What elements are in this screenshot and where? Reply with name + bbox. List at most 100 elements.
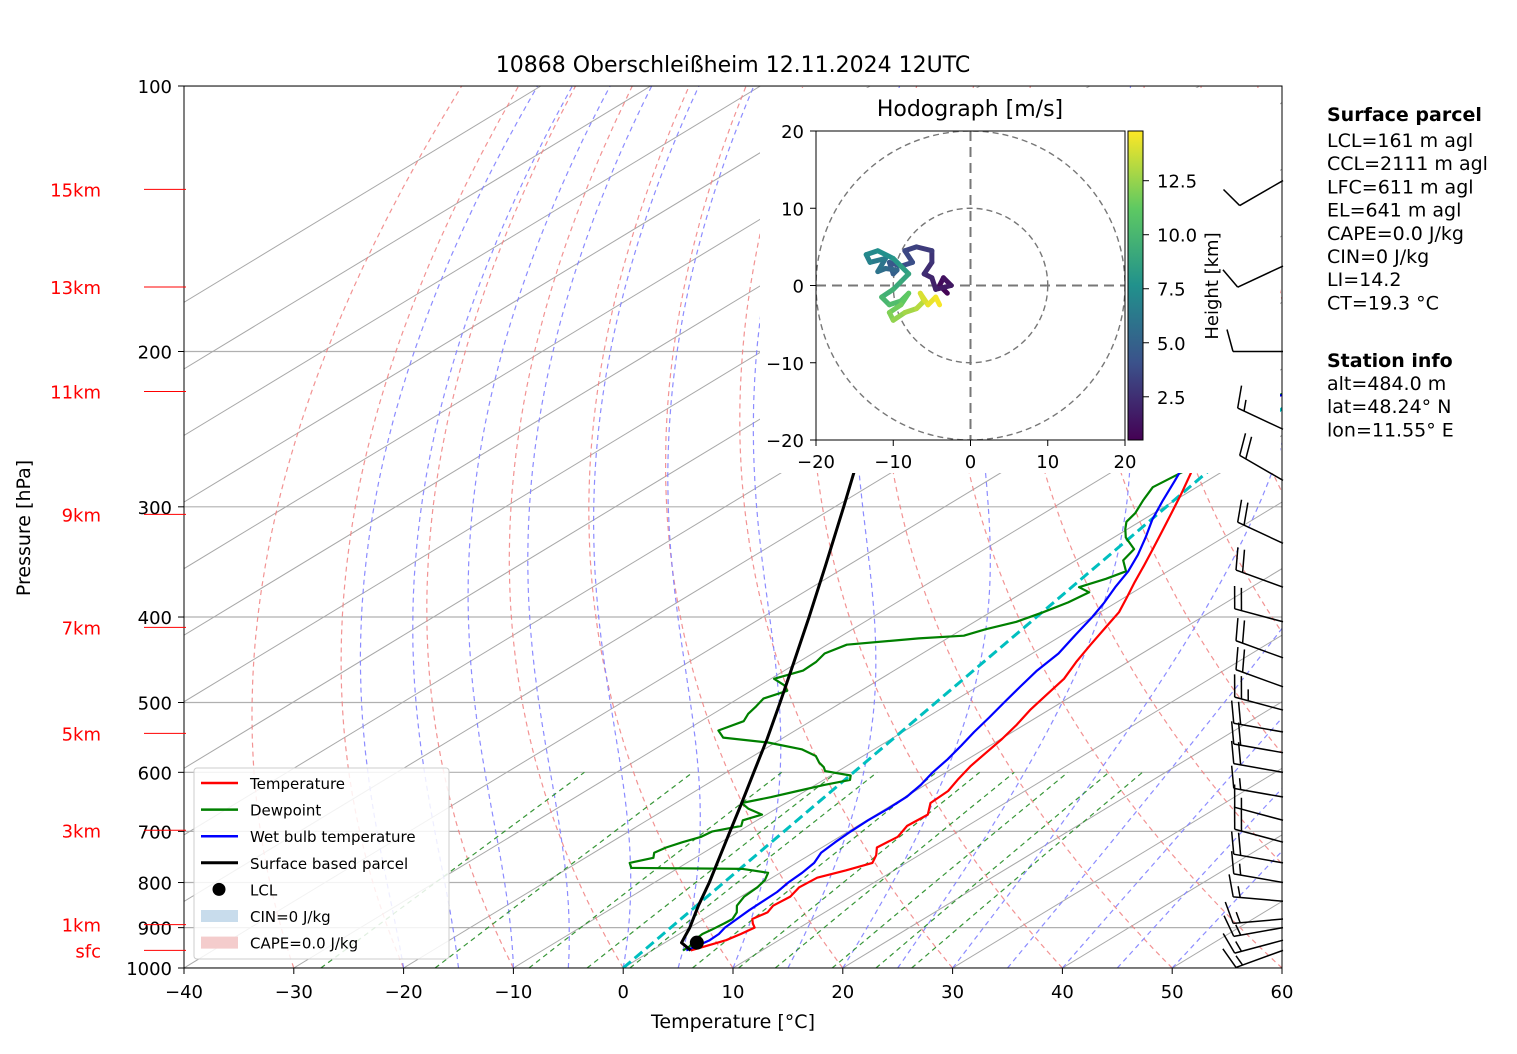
hodograph-y-tick-label: 10 [781, 199, 804, 220]
legend-swatch-patch [201, 936, 238, 949]
wind-barb-half-flag [1235, 955, 1244, 966]
isotherm-line [184, 86, 651, 370]
wind-barb-flag [1236, 499, 1243, 523]
wind-barb-staff [1234, 828, 1284, 843]
wind-barb-staff [1235, 640, 1284, 659]
height-label: 1km [62, 916, 101, 937]
station-info-line: lat=48.24° N [1327, 396, 1451, 418]
wind-barb-staff [1234, 939, 1284, 954]
dry-adiabat-line [664, 86, 844, 968]
wind-barb-staff [1233, 873, 1284, 884]
x-axis-label: Temperature [°C] [650, 1011, 815, 1033]
wind-barb-staff [1233, 787, 1284, 798]
legend: Temperature Dewpoint Wet bulb temperature S… [193, 767, 450, 960]
hodograph-segment [933, 283, 954, 292]
hodograph-background [760, 88, 1280, 473]
wind-barb-half-flag [1238, 863, 1242, 876]
height-label: 9km [62, 505, 101, 526]
x-tick-label: 20 [831, 982, 854, 1003]
y-tick-label: 700 [138, 822, 172, 843]
mixing-ratio-line [875, 771, 1110, 968]
wind-barb-flag [1222, 188, 1241, 207]
wind-barb-staff [1239, 179, 1284, 207]
wind-barb-staff [1233, 762, 1284, 774]
moist-adiabat-line [787, 86, 901, 968]
wind-barb-flag [1223, 915, 1235, 937]
wind-barb-flag [1237, 742, 1242, 765]
wind-barb-flag [1237, 832, 1242, 856]
y-tick-label: 400 [138, 608, 172, 629]
hodograph-y-tick-label: 20 [781, 122, 804, 143]
hodograph-inset: Hodograph [m/s] −20 −10 0 10 20 20 10 0 −10 −20 2… [760, 88, 1280, 473]
isotherm-line [184, 86, 981, 570]
wind-barb-staff [1234, 806, 1284, 821]
station-info-line: lon=11.55° E [1327, 419, 1454, 441]
y-tick-label: 500 [138, 693, 172, 714]
wind-barb-staff [1235, 949, 1284, 969]
wind-barb-staff [1235, 669, 1284, 688]
x-tick-label: −40 [165, 982, 203, 1003]
wind-barb-half-flag [1235, 911, 1241, 924]
wind-barb-flag [1222, 269, 1239, 288]
x-tick-label: 10 [722, 982, 745, 1003]
ccl-line [622, 406, 1282, 968]
dry-adiabat-line [508, 86, 633, 968]
height-label: 11km [50, 382, 101, 403]
wind-barb-flag [1230, 700, 1235, 724]
mixing-ratio-line [911, 771, 1143, 968]
hodograph-x-tick-label: 10 [1036, 452, 1059, 473]
legend-label: Temperature [249, 775, 345, 793]
surface-parcel-heading: Surface parcel [1327, 104, 1482, 126]
hodograph-x-tick-label: −10 [874, 452, 912, 473]
x-tick-label: −10 [494, 982, 532, 1003]
moist-adiabat-line [1171, 850, 1282, 968]
x-tick-label: −30 [275, 982, 313, 1003]
wind-barb-staff [1233, 926, 1284, 938]
x-tick-label: 0 [617, 982, 628, 1003]
moist-adiabat-line [842, 86, 1002, 968]
dry-adiabat-line [739, 86, 954, 968]
height-label: 7km [62, 618, 101, 639]
mixing-ratio-line [738, 771, 981, 968]
colorbar-tick-label: 5.0 [1157, 334, 1186, 355]
y-tick-label: 900 [138, 919, 172, 940]
height-label: 15km [50, 180, 101, 201]
wind-barb-half-flag [1238, 778, 1242, 790]
hodograph-axes: −20 −10 0 10 20 20 10 0 −10 −20 [766, 122, 1136, 473]
legend-box [193, 767, 450, 960]
x-tick-label: 40 [1051, 982, 1074, 1003]
isotherm-line [184, 86, 871, 503]
hodograph-clip-group [816, 131, 1125, 440]
colorbar-tick-label: 12.5 [1157, 172, 1197, 193]
moist-adiabat-line [592, 86, 700, 968]
moist-adiabat-line [1061, 717, 1282, 968]
hodograph-segment [913, 244, 935, 254]
legend-label: Surface based parcel [250, 855, 408, 873]
hodograph-plot [816, 131, 1125, 440]
wind-barbs [1222, 179, 1284, 969]
colorbar-ticks: 2.5 5.0 7.5 10.0 12.5 [1143, 172, 1197, 409]
legend-label: CAPE=0.0 J/kg [250, 935, 358, 953]
legend-swatch-dot [212, 882, 226, 896]
wind-barb-staff [1237, 407, 1284, 430]
wind-barb-flag [1238, 433, 1247, 456]
surface-parcel-line: LFC=611 m agl [1327, 176, 1474, 198]
wind-barb-flag [1230, 831, 1235, 855]
wind-barb-flag [1230, 740, 1235, 764]
wind-barb-staff [1235, 569, 1284, 588]
wind-barb-flag [1222, 933, 1236, 954]
wind-barb-flag [1228, 874, 1234, 897]
x-tick-label: 60 [1271, 982, 1294, 1003]
wind-barb-staff [1234, 696, 1284, 711]
colorbar-label: Height [km] [1202, 232, 1223, 339]
hodograph-x-tick-label: 0 [965, 452, 976, 473]
y-axis: 100 200 300 400 500 600 700 800 900 1000 [126, 77, 184, 980]
wind-barb-staff [1234, 608, 1284, 623]
x-axis: −40 −30 −20 −10 0 10 20 30 40 50 60 [165, 968, 1293, 1003]
mixing-ratio-line [774, 771, 1015, 968]
legend-swatch-patch [201, 910, 238, 922]
hodograph-x-tick-label: −20 [797, 452, 835, 473]
